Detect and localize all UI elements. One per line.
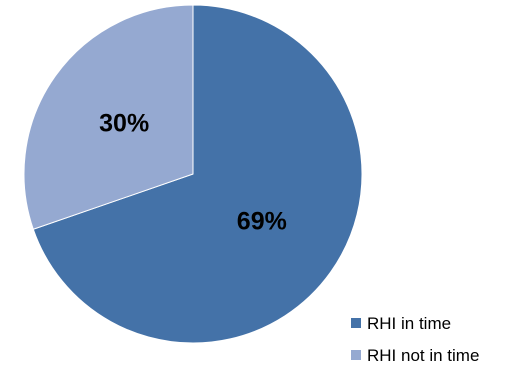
legend-label-rhi-not-in-time: RHI not in time (367, 346, 479, 365)
pie-data-labels: 69% 30% (99, 110, 287, 236)
pie-slice-rhi-not-in-time (23, 4, 194, 230)
legend: RHI in time RHI not in time (351, 314, 479, 365)
data-label-rhi-not-in-time: 30% (99, 110, 149, 138)
data-label-rhi-in-time: 69% (237, 208, 287, 236)
legend-swatch-rhi-in-time (351, 318, 361, 328)
legend-label-rhi-in-time: RHI in time (367, 314, 451, 333)
legend-swatch-rhi-not-in-time (351, 350, 361, 360)
pie-slices (23, 4, 363, 344)
pie-slice-rhi-in-time (32, 4, 363, 344)
